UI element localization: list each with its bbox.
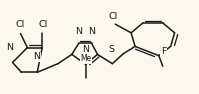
Text: N: N bbox=[33, 52, 40, 61]
Text: Cl: Cl bbox=[16, 20, 25, 29]
Text: N: N bbox=[82, 54, 89, 63]
Text: N: N bbox=[82, 45, 89, 54]
Text: Me: Me bbox=[80, 54, 91, 63]
Text: N: N bbox=[88, 27, 95, 36]
Text: S: S bbox=[108, 45, 114, 54]
Text: N: N bbox=[81, 45, 88, 54]
Text: Cl: Cl bbox=[108, 12, 117, 21]
Text: Cl: Cl bbox=[38, 20, 47, 29]
Text: N: N bbox=[81, 45, 88, 54]
Text: N: N bbox=[75, 27, 82, 36]
Text: N: N bbox=[6, 42, 13, 52]
Text: F: F bbox=[161, 47, 166, 56]
